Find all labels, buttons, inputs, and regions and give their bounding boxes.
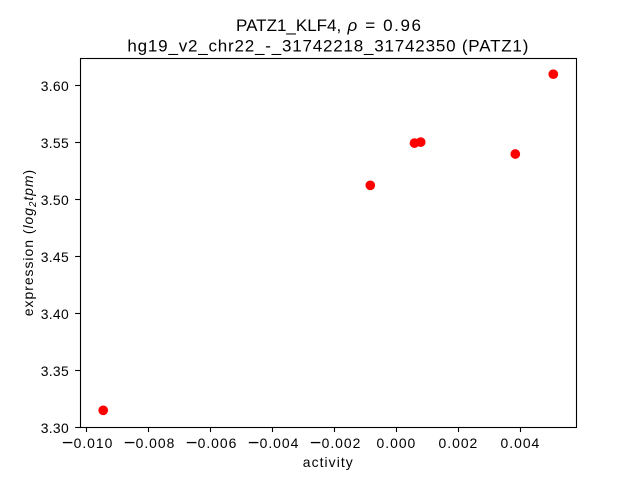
svg-text:3.30: 3.30 — [41, 420, 69, 436]
svg-text:3.45: 3.45 — [41, 249, 69, 265]
svg-text:0.000: 0.000 — [377, 435, 417, 451]
svg-text:0.004: 0.004 — [260, 435, 300, 451]
svg-text:expression (log2tpm): expression (log2tpm) — [20, 169, 39, 316]
svg-text:3.60: 3.60 — [41, 78, 69, 94]
svg-text:hg19_v2_chr22_-_31742218_31742: hg19_v2_chr22_-_31742218_31742350 (PATZ1… — [127, 36, 529, 55]
svg-text:3.55: 3.55 — [41, 135, 69, 151]
svg-text:activity: activity — [303, 454, 354, 470]
svg-text:0.008: 0.008 — [136, 435, 176, 451]
svg-text:3.40: 3.40 — [41, 306, 69, 322]
svg-text:0.002: 0.002 — [322, 435, 362, 451]
svg-text:0.004: 0.004 — [501, 435, 541, 451]
svg-text:3.50: 3.50 — [41, 192, 69, 208]
svg-text:0.006: 0.006 — [198, 435, 238, 451]
svg-text:0.010: 0.010 — [74, 435, 114, 451]
svg-text:PATZ1_KLF4, ρ = 0.96: PATZ1_KLF4, ρ = 0.96 — [236, 16, 423, 35]
svg-text:3.35: 3.35 — [41, 363, 69, 379]
svg-text:0.002: 0.002 — [439, 435, 479, 451]
